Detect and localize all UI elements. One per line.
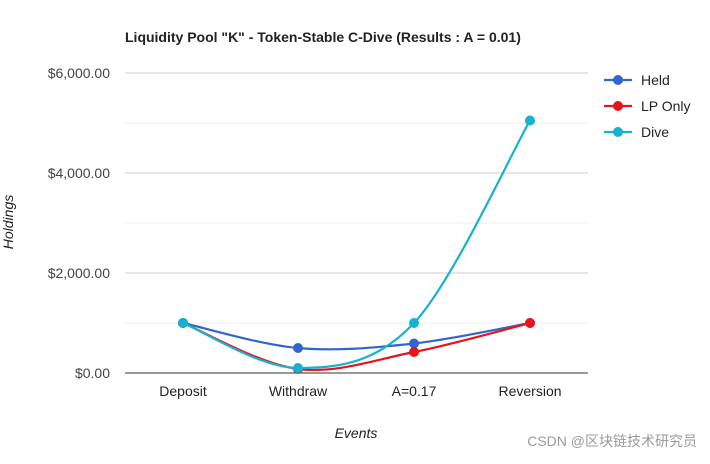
- x-tick-label: Deposit: [159, 383, 207, 399]
- y-tick-label: $2,000.00: [48, 265, 110, 281]
- legend-item-lp-only: LP Only: [604, 98, 691, 114]
- y-tick-label: $4,000.00: [48, 165, 110, 181]
- data-point-lp-only: [409, 347, 419, 357]
- x-tick-label: Withdraw: [269, 383, 328, 399]
- legend-swatch-marker: [613, 101, 623, 111]
- legend-item-dive: Dive: [604, 124, 669, 140]
- series-line-dive: [182, 119, 531, 370]
- x-axis-label: Events: [335, 425, 378, 441]
- legend-label: Dive: [641, 124, 669, 140]
- y-tick-label: $0.00: [75, 365, 110, 381]
- series-line-lp-only: [182, 321, 531, 372]
- y-axis-ticks: $0.00 $2,000.00 $4,000.00 $6,000.00: [48, 65, 110, 381]
- series-lp-only: [178, 318, 535, 374]
- watermark-text: CSDN @区块链技术研究员: [527, 433, 697, 449]
- grid-lines: [125, 72, 588, 324]
- y-axis-label: Holdings: [0, 195, 16, 249]
- chart-title: Liquidity Pool "K" - Token-Stable C-Dive…: [125, 29, 521, 45]
- data-point-held: [293, 343, 303, 353]
- data-point-held: [409, 338, 419, 349]
- x-axis-ticks: Deposit Withdraw A=0.17 Reversion: [159, 383, 561, 399]
- legend-swatch-marker: [613, 75, 623, 85]
- legend-swatch-marker: [613, 127, 623, 137]
- series-dive: [178, 115, 535, 373]
- y-tick-label: $6,000.00: [48, 65, 110, 81]
- series-layer: [178, 115, 535, 374]
- data-point-dive: [178, 318, 188, 328]
- series-line-held: [182, 321, 531, 351]
- x-tick-label: A=0.17: [392, 383, 437, 399]
- data-point-dive: [409, 318, 419, 328]
- legend-label: Held: [641, 72, 670, 88]
- x-tick-label: Reversion: [498, 383, 561, 399]
- data-point-lp-only: [525, 318, 535, 328]
- legend-item-held: Held: [604, 72, 670, 88]
- data-point-dive: [525, 115, 535, 126]
- data-point-dive: [293, 363, 303, 373]
- legend: Held LP Only Dive: [604, 72, 691, 140]
- legend-label: LP Only: [641, 98, 691, 114]
